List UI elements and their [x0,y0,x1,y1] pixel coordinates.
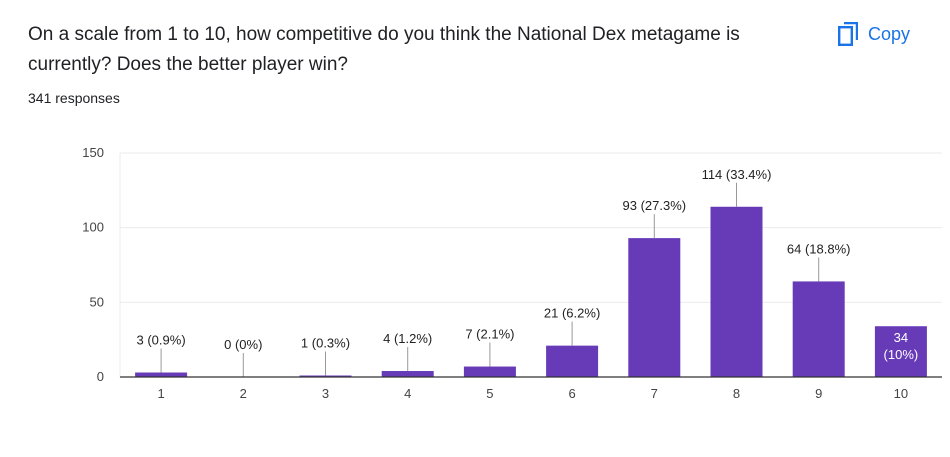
data-label: 21 (6.2%) [544,306,600,321]
copy-button-label: Copy [868,23,911,44]
x-tick-label: 10 [894,386,908,401]
bar [874,326,927,377]
x-tick-label: 5 [486,386,493,401]
x-tick-label: 3 [322,386,329,401]
bar [381,371,434,377]
x-tick-label: 1 [157,386,164,401]
data-label: 93 (27.3%) [623,198,687,213]
x-tick-label: 8 [733,386,740,401]
data-label: 114 (33.4%) [702,167,772,182]
question-title: On a scale from 1 to 10, how competitive… [28,24,740,75]
data-label: (10%) [884,347,919,362]
data-label: 4 (1.2%) [383,331,432,346]
bar [463,366,516,377]
data-label: 64 (18.8%) [787,241,851,256]
bar [628,238,681,377]
x-tick-label: 7 [651,386,658,401]
x-tick-label: 6 [568,386,575,401]
y-tick-label: 100 [82,220,104,235]
y-tick-label: 50 [90,294,104,309]
bar [710,206,763,377]
x-tick-label: 4 [404,386,411,401]
data-label: 0 (0%) [224,337,262,352]
copy-button[interactable]: Copy [838,18,910,50]
data-label: 1 (0.3%) [301,336,350,351]
bar [792,281,845,377]
bar [135,372,188,377]
bar [546,345,599,377]
response-count: 341 responses [28,90,120,106]
copy-icon [838,22,858,46]
y-tick-label: 150 [82,145,104,160]
data-label: 7 (2.1%) [465,327,514,342]
data-label: 3 (0.9%) [137,333,186,348]
y-tick-label: 0 [97,369,104,384]
x-tick-label: 2 [240,386,247,401]
data-label: 34 [894,330,908,345]
bar [299,375,352,377]
x-tick-label: 9 [815,386,822,401]
